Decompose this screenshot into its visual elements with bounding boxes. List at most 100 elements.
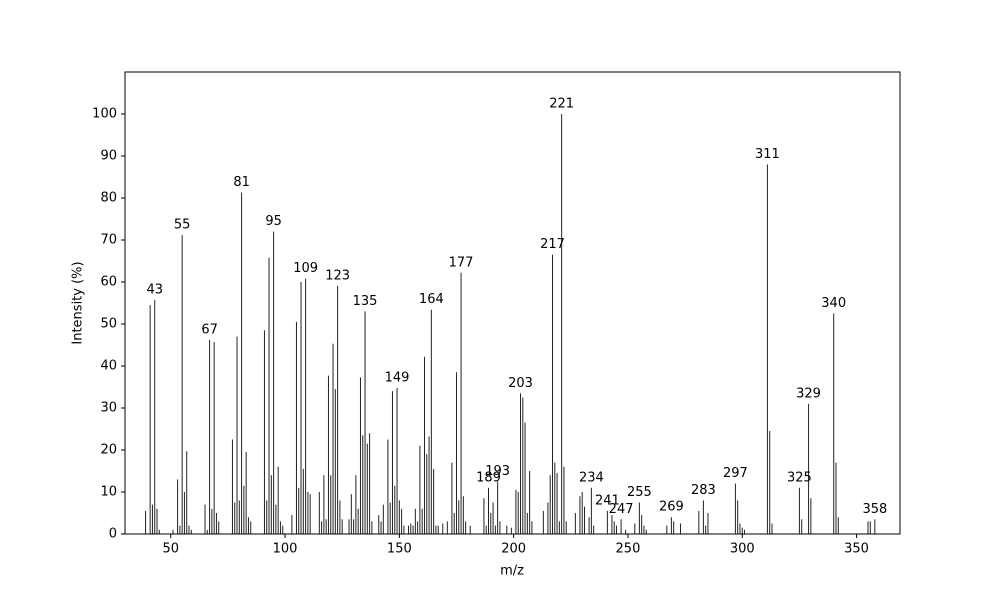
peak-label: 149 xyxy=(385,370,410,385)
peak xyxy=(300,282,302,534)
peak xyxy=(531,521,533,534)
peak xyxy=(702,500,704,534)
peak xyxy=(698,510,700,534)
peak xyxy=(529,471,531,534)
peak-label: 43 xyxy=(146,283,163,298)
plot-frame xyxy=(124,71,901,535)
peak-label: 340 xyxy=(821,296,846,311)
peak xyxy=(407,525,409,534)
peak xyxy=(305,278,307,534)
peak xyxy=(156,508,158,534)
peak xyxy=(179,525,181,534)
peak xyxy=(801,519,803,534)
peak xyxy=(574,513,576,534)
peak-label: 311 xyxy=(755,147,780,162)
x-axis-label: m/z xyxy=(500,564,524,579)
peak xyxy=(453,513,455,534)
peak xyxy=(769,431,771,534)
peak xyxy=(151,504,153,534)
peak xyxy=(362,435,364,534)
peak xyxy=(460,272,462,534)
peak xyxy=(291,515,293,534)
peak-label: 193 xyxy=(485,464,510,479)
peak xyxy=(645,529,647,534)
peak xyxy=(369,433,371,534)
peak xyxy=(238,500,240,534)
y-axis-label: Intensity (%) xyxy=(71,261,86,344)
peak xyxy=(620,519,622,534)
peak xyxy=(403,525,405,534)
peak xyxy=(211,508,213,534)
peak xyxy=(295,321,297,534)
peak xyxy=(734,483,736,534)
peak xyxy=(266,500,268,534)
peak xyxy=(680,523,682,534)
peak xyxy=(485,525,487,534)
peak xyxy=(353,519,355,534)
peak-label: 164 xyxy=(419,292,444,307)
peak xyxy=(874,519,876,534)
peak xyxy=(707,513,709,534)
peak-label: 329 xyxy=(796,386,821,401)
peak xyxy=(341,519,343,534)
peak xyxy=(666,525,668,534)
peak xyxy=(798,487,800,534)
peak xyxy=(421,508,423,534)
peak xyxy=(243,485,245,534)
peak xyxy=(206,529,208,534)
peak xyxy=(339,500,341,534)
peak xyxy=(412,525,414,534)
peak xyxy=(234,502,236,534)
peak xyxy=(563,466,565,534)
peak-label: 234 xyxy=(579,470,604,485)
y-tick-label: 100 xyxy=(92,107,117,122)
y-tick-label: 60 xyxy=(100,275,117,290)
peak-label: 283 xyxy=(691,483,716,498)
peak xyxy=(492,502,494,534)
x-tick-label: 100 xyxy=(273,542,298,557)
peak xyxy=(327,375,329,534)
y-tick-label: 80 xyxy=(100,191,117,206)
y-tick-label: 90 xyxy=(100,149,117,164)
peak xyxy=(401,508,403,534)
peak xyxy=(737,500,739,534)
peak xyxy=(494,525,496,534)
peak xyxy=(670,517,672,534)
peak xyxy=(810,498,812,534)
peak xyxy=(250,521,252,534)
peak-label: 135 xyxy=(353,294,378,309)
peak xyxy=(465,521,467,534)
peak-label: 95 xyxy=(265,214,282,229)
peak xyxy=(183,492,185,534)
y-tick-label: 50 xyxy=(100,317,117,332)
peak xyxy=(451,462,453,534)
peak xyxy=(490,513,492,534)
peak xyxy=(282,525,284,534)
peak xyxy=(869,521,871,534)
peak xyxy=(552,254,554,534)
peak xyxy=(209,339,211,534)
peak xyxy=(247,517,249,534)
x-tick-label: 150 xyxy=(387,542,412,557)
peak xyxy=(487,487,489,534)
peak xyxy=(741,527,743,534)
y-tick-label: 70 xyxy=(100,233,117,248)
peak xyxy=(835,462,837,534)
peak xyxy=(554,462,556,534)
peak xyxy=(556,473,558,534)
peak xyxy=(215,513,217,534)
y-tick-label: 20 xyxy=(100,443,117,458)
peak xyxy=(522,397,524,534)
peak-label: 297 xyxy=(723,466,748,481)
peak xyxy=(584,506,586,534)
peak xyxy=(389,502,391,534)
peak-label: 241 xyxy=(595,493,620,508)
peak-label: 123 xyxy=(325,268,350,283)
peak-label: 203 xyxy=(508,376,533,391)
peak xyxy=(149,305,151,534)
peak-label: 81 xyxy=(233,175,250,190)
peak xyxy=(558,521,560,534)
peak xyxy=(638,502,640,534)
peak xyxy=(359,377,361,534)
